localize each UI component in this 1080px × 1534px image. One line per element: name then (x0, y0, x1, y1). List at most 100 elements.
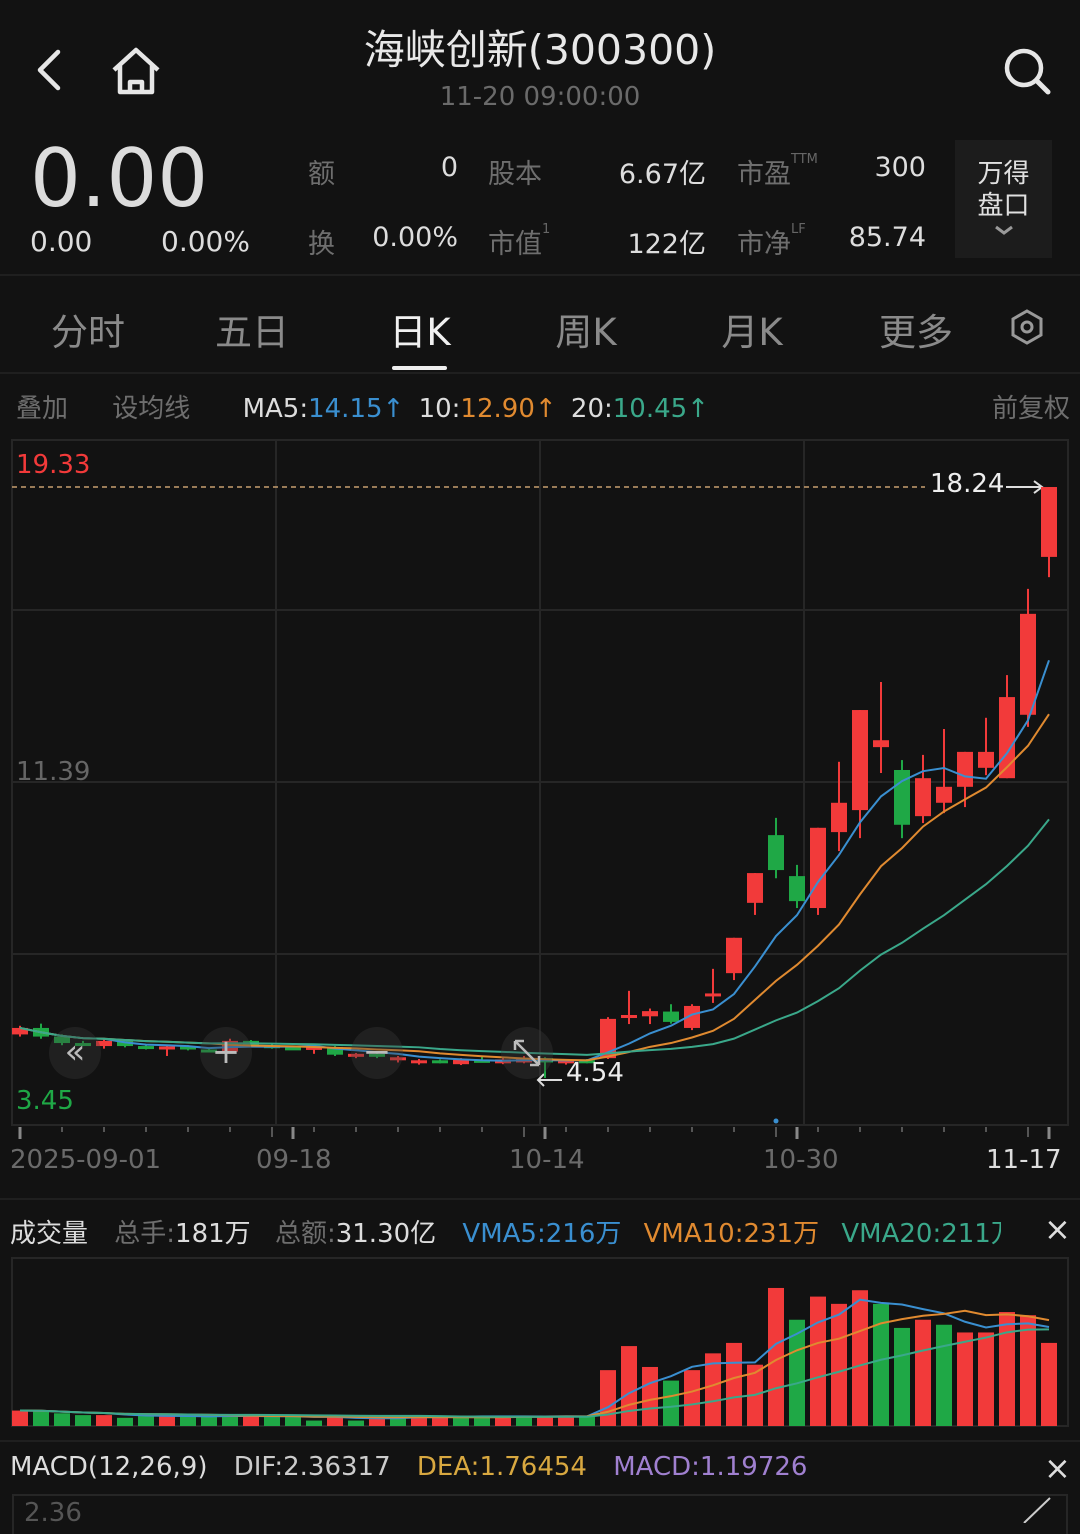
candle-up (642, 1011, 658, 1017)
candle-up (747, 873, 763, 903)
set-ma-button[interactable]: 设均线 (112, 394, 191, 424)
volume-bar (600, 1370, 616, 1426)
candle-up (96, 1040, 112, 1047)
overlay-button[interactable]: 叠加 (16, 394, 69, 424)
timestamp: 11-20 09:00:00 (439, 82, 641, 112)
last-price: 0.00 (30, 132, 209, 225)
stat-label-turnover: 换 (308, 229, 335, 260)
zoom-in-button[interactable]: + (200, 1027, 252, 1079)
stat-label-amount: 额 (308, 159, 335, 190)
candle-up (684, 1005, 700, 1028)
candle-up (411, 1060, 427, 1064)
ma20-label: 20: (570, 394, 613, 424)
volume-bar (558, 1416, 574, 1426)
volume-bar (663, 1380, 679, 1426)
volume-bar (915, 1319, 931, 1426)
stat-value-pe: 300 (874, 152, 926, 183)
volume-bar (33, 1411, 49, 1426)
candle-up (348, 1053, 364, 1057)
settings-gear-icon[interactable] (1008, 308, 1046, 346)
x-tick-1: 09-18 (256, 1145, 332, 1175)
macd-dea: DEA:1.76454 (416, 1452, 587, 1482)
x-tick-2: 10-14 (509, 1145, 585, 1175)
candle-down (201, 1049, 217, 1053)
candlestick-chart[interactable] (0, 0, 1080, 1200)
volume-bar (432, 1416, 448, 1426)
pe-label: 市盈 (737, 159, 791, 190)
candle-up (159, 1046, 175, 1050)
volume-bar (852, 1290, 868, 1426)
mktcap-label: 市值 (488, 229, 542, 260)
candle-up (12, 1027, 28, 1035)
volume-bar (96, 1415, 112, 1426)
tab-daily-k[interactable]: 日K (389, 311, 451, 354)
volume-bar (369, 1417, 385, 1426)
x-tick-0: 2025-09-01 (10, 1145, 162, 1175)
zoom-out-button[interactable]: − (351, 1027, 403, 1079)
volume-bar (1020, 1315, 1036, 1426)
vma5: VMA5:216万 (462, 1219, 622, 1249)
candle-down (75, 1043, 91, 1047)
y-tick-mid: 11.39 (16, 757, 91, 787)
tab-more[interactable]: 更多 (879, 311, 953, 354)
vma20: VMA20:211万 (841, 1219, 1002, 1249)
candle-down (663, 1011, 679, 1022)
order-book-line1: 万得 (977, 159, 1030, 189)
x-tick-4: 11-17 (986, 1145, 1062, 1175)
volume-bar (306, 1420, 322, 1426)
volume-bar (474, 1416, 490, 1426)
candle-down (54, 1036, 70, 1044)
fullscreen-button[interactable] (501, 1027, 553, 1079)
volume-bar (348, 1420, 364, 1426)
home-icon[interactable] (110, 46, 162, 96)
volume-bar (957, 1332, 973, 1426)
macd-panel (12, 1494, 1068, 1534)
ma10-label: 10: (418, 394, 461, 424)
expand-icon (513, 1039, 541, 1067)
tab-five-day[interactable]: 五日 (215, 311, 289, 354)
macd-value: MACD:1.19726 (613, 1452, 808, 1482)
candle-down (117, 1040, 133, 1047)
total-amount: 31.30亿 (335, 1219, 437, 1249)
order-book-button[interactable]: 万得 盘口 (955, 140, 1052, 258)
tab-intraday[interactable]: 分时 (51, 311, 125, 354)
candle-up (936, 786, 952, 803)
adjust-button[interactable]: 前复权 (991, 394, 1070, 424)
stat-label-pe: 市盈TTM (737, 152, 818, 191)
candle-up (978, 751, 994, 768)
search-icon[interactable] (1002, 46, 1052, 96)
scroll-left-button[interactable]: « (49, 1027, 101, 1079)
volume-bar (978, 1332, 994, 1426)
volume-bar (285, 1416, 301, 1426)
volume-bar (705, 1353, 721, 1426)
volume-bar (894, 1327, 910, 1426)
candle-up (726, 937, 742, 974)
stat-label-pb: 市净LF (737, 222, 806, 261)
order-book-line2: 盘口 (977, 191, 1030, 221)
volume-bar (243, 1416, 259, 1426)
close-volume-button[interactable]: × (1044, 1210, 1071, 1248)
tab-monthly-k[interactable]: 月K (721, 311, 783, 354)
candle-up (600, 1018, 616, 1059)
y-tick-bottom: 3.45 (16, 1086, 74, 1116)
ma20-line (19, 818, 1050, 1056)
min-price-label: 4.54 (566, 1058, 624, 1088)
max-arrow-icon (1006, 480, 1044, 494)
volume-bar (684, 1370, 700, 1426)
volume-bar (54, 1413, 70, 1426)
back-arrow-icon[interactable] (30, 48, 70, 92)
volume-bar (201, 1416, 217, 1426)
volume-bar (537, 1416, 553, 1426)
candle-up (1041, 487, 1057, 557)
candle-up (831, 802, 847, 833)
volume-bar (579, 1416, 595, 1426)
ma5-value: 14.15↑ (308, 394, 405, 424)
price-change-pct: 0.00% (161, 225, 250, 258)
tab-weekly-k[interactable]: 周K (555, 311, 617, 354)
close-macd-button[interactable]: × (1044, 1449, 1071, 1487)
volume-bar (516, 1416, 532, 1426)
volume-bar (789, 1319, 805, 1426)
x-tick-3: 10-30 (763, 1145, 839, 1175)
min-arrow-icon (536, 1073, 562, 1087)
